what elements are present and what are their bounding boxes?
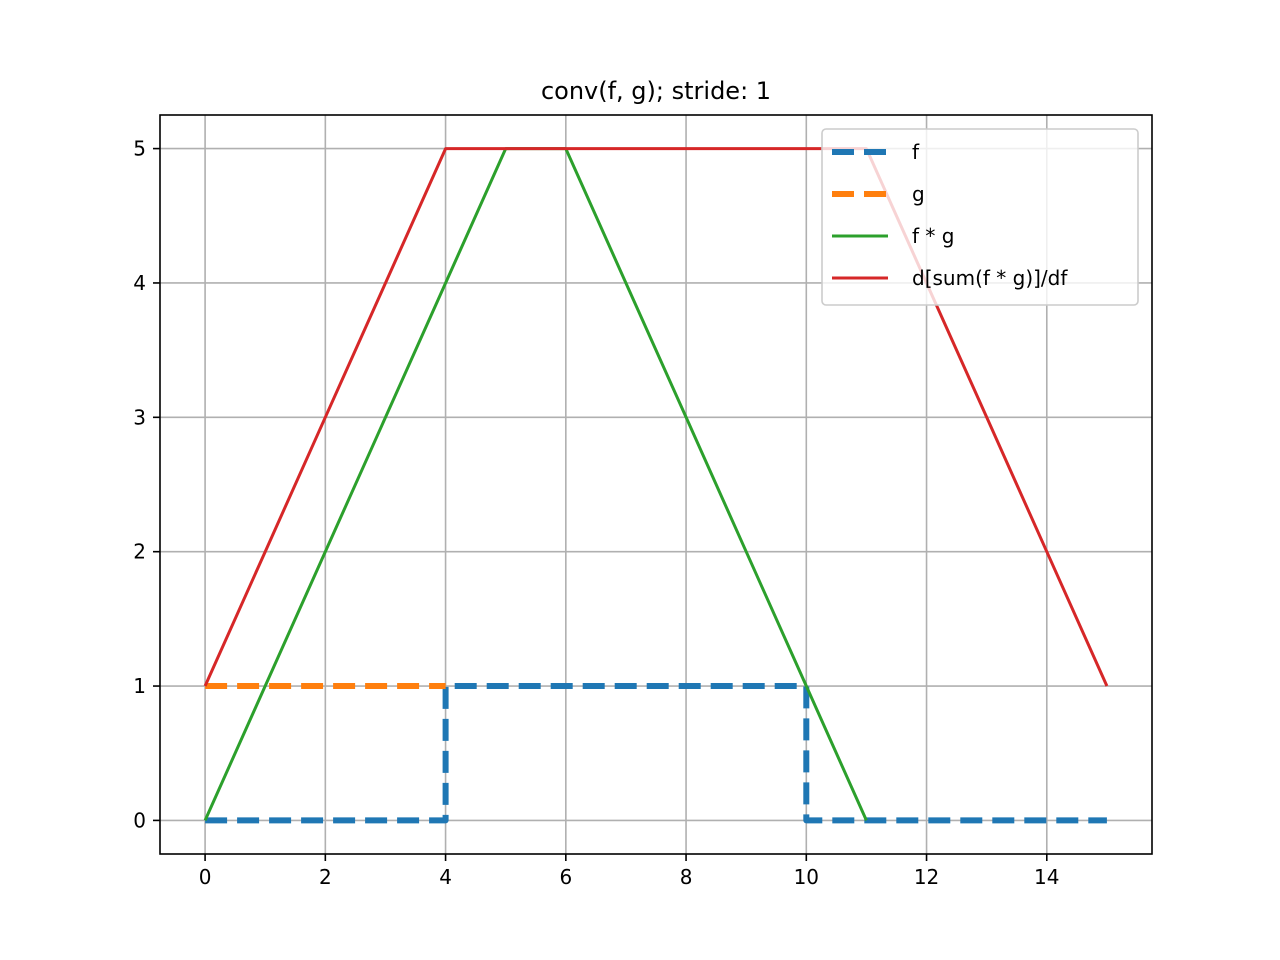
- y-tick-label: 4: [133, 271, 146, 295]
- legend-label-g: g: [912, 182, 925, 206]
- axes-frame: [159, 114, 1153, 855]
- chart-title: conv(f, g); stride: 1: [541, 77, 771, 105]
- x-tick-label: 8: [680, 865, 693, 889]
- legend-label-d-sum-f-g-df: d[sum(f * g)]/df: [912, 266, 1068, 290]
- x-tick-label: 2: [319, 865, 332, 889]
- x-tick-label: 14: [1034, 865, 1059, 889]
- legend-label-f-g: f * g: [912, 224, 954, 248]
- y-tick-label: 3: [133, 405, 146, 429]
- y-tick-label: 0: [133, 808, 146, 832]
- legend-box: [821, 128, 1139, 306]
- y-tick-label: 1: [133, 674, 146, 698]
- x-tick-label: 12: [914, 865, 939, 889]
- legend-label-f: f: [912, 140, 920, 164]
- x-tick-label: 4: [439, 865, 452, 889]
- y-tick-label: 5: [133, 137, 146, 161]
- y-tick-label: 2: [133, 540, 146, 564]
- legend: fg f * g d[sum(f * g)]/df: [821, 128, 1139, 306]
- x-tick-label: 6: [559, 865, 572, 889]
- series-line-d-sum-f-g-df: [203, 147, 1109, 687]
- series-line-f: [205, 683, 1107, 824]
- plot-lines: [203, 147, 1109, 824]
- x-tick-label: 0: [199, 865, 212, 889]
- x-tick-label: 10: [794, 865, 819, 889]
